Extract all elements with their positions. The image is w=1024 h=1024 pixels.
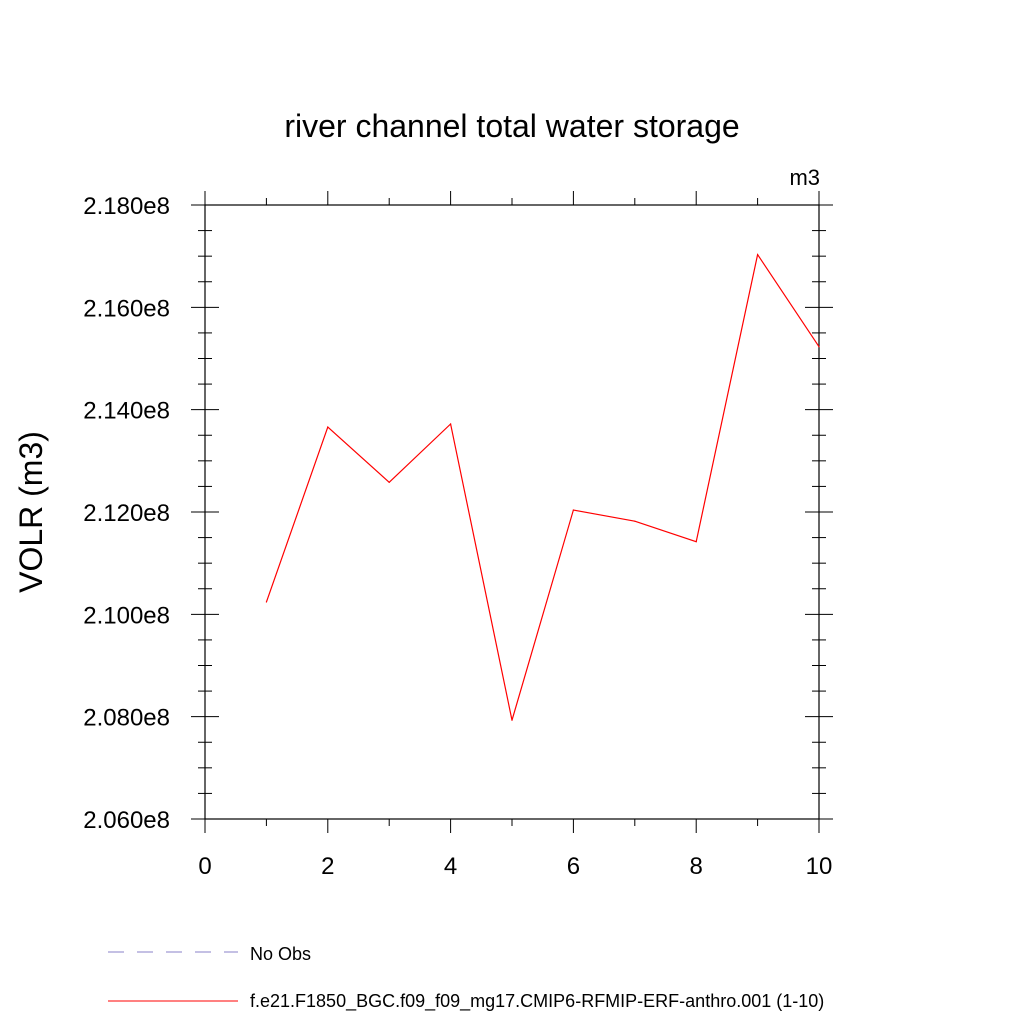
- data-point: [511, 719, 513, 721]
- chart-title: river channel total water storage: [284, 108, 739, 144]
- units-label: m3: [789, 165, 820, 190]
- data-point: [450, 423, 452, 425]
- x-tick-label: 4: [444, 853, 457, 880]
- axis-ticks: [191, 191, 833, 833]
- data-point: [388, 481, 390, 483]
- legend-label-no-obs: No Obs: [250, 944, 311, 964]
- series-line-1: [265, 253, 820, 721]
- y-tick-label: 2.120e8: [83, 500, 170, 527]
- data-point: [634, 520, 636, 522]
- axis-tick-labels: 0 2 4 6 8 10 2.060e8 2.080e8 2.100e8 2.120e8 2.140…: [83, 193, 832, 880]
- data-point: [757, 254, 759, 256]
- data-point: [818, 346, 820, 348]
- y-tick-label: 2.060e8: [83, 807, 170, 834]
- legend: No Obs f.e21.F1850_BGC.f09_f09_mg17.CMIP…: [108, 944, 824, 1012]
- x-tick-label: 6: [567, 853, 580, 880]
- data-point: [695, 541, 697, 543]
- y-tick-label: 2.080e8: [83, 705, 170, 732]
- plot-frame: [204, 204, 820, 820]
- data-point: [572, 509, 575, 511]
- x-tick-label: 2: [321, 853, 334, 880]
- data-series: [265, 253, 820, 721]
- data-point: [327, 426, 329, 428]
- x-tick-label: 0: [198, 853, 211, 880]
- y-tick-label: 2.160e8: [83, 295, 170, 322]
- x-tick-label: 8: [690, 853, 703, 880]
- y-tick-label: 2.100e8: [83, 602, 170, 629]
- y-tick-label: 2.140e8: [83, 398, 170, 425]
- y-tick-label: 2.180e8: [83, 193, 170, 220]
- data-point: [265, 601, 267, 603]
- x-tick-label: 10: [806, 853, 833, 880]
- y-axis-label: VOLR (m3): [13, 431, 49, 593]
- legend-label-model-run: f.e21.F1850_BGC.f09_f09_mg17.CMIP6-RFMIP…: [250, 991, 824, 1012]
